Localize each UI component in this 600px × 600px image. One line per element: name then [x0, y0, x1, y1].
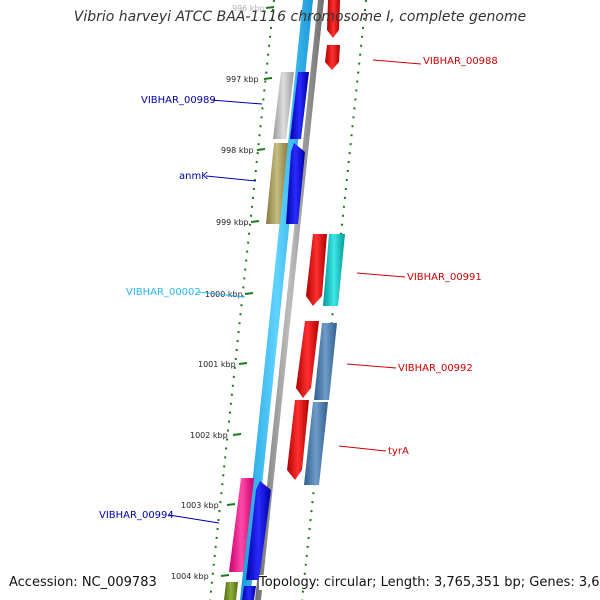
ruler-track-outer	[209, 0, 367, 600]
ruler-tick	[232, 433, 242, 436]
ruler-tick	[256, 148, 266, 151]
gene-leader-line	[205, 175, 257, 182]
gene-label[interactable]: VIBHAR_00992	[398, 363, 473, 374]
gene-label[interactable]: VIBHAR_00002	[126, 287, 201, 298]
genome-summary-text: Topology: circular; Length: 3,765,351 bp…	[259, 575, 600, 590]
ruler-label: 998 kbp	[221, 146, 254, 155]
gene-feature[interactable]	[325, 45, 340, 70]
ruler-tick	[220, 574, 230, 577]
gene-label[interactable]: anmK	[179, 171, 208, 182]
gene-feature[interactable]	[246, 481, 271, 580]
gene-leader-line	[168, 514, 220, 524]
ruler-label: 1004 kbp	[171, 572, 209, 581]
gene-label[interactable]: VIBHAR_00989	[141, 95, 216, 106]
ruler-label: 999 kbp	[216, 218, 249, 227]
gene-labels: VIBHAR_00989 anmK VIBHAR_00002 VIBHAR_00994…	[99, 56, 498, 524]
ruler-label: 996 kbp	[232, 4, 265, 13]
gene-leader-line	[197, 291, 246, 298]
gene-feature[interactable]	[229, 478, 254, 572]
gene-feature[interactable]	[224, 582, 238, 600]
gene-feature[interactable]	[287, 400, 309, 480]
gene-leader-line	[210, 99, 263, 105]
gene-feature[interactable]	[286, 143, 305, 224]
gene-label[interactable]: VIBHAR_00994	[99, 510, 174, 521]
gene-feature[interactable]	[266, 143, 288, 224]
gene-feature[interactable]	[304, 402, 328, 485]
gene-feature[interactable]	[290, 72, 309, 139]
gene-leader-line	[372, 59, 422, 65]
ruler-tick	[265, 6, 275, 9]
ruler-label: 1003 kbp	[181, 501, 219, 510]
ruler-tick	[244, 292, 254, 295]
ruler-label: 1002 kbp	[190, 431, 228, 440]
gene-feature[interactable]	[273, 72, 294, 139]
ruler-label: 997 kbp	[226, 75, 259, 84]
ruler-label: 1001 kbp	[198, 360, 236, 369]
gene-label[interactable]: tyrA	[388, 446, 409, 457]
gene-label[interactable]: VIBHAR_00988	[423, 56, 498, 67]
ruler-tick	[263, 77, 273, 80]
gene-feature[interactable]	[327, 0, 340, 38]
gene-label[interactable]: VIBHAR_00991	[407, 272, 482, 283]
ruler-tick	[250, 220, 260, 223]
gene-leader-line	[346, 363, 397, 369]
backbone-dark	[255, 0, 324, 600]
map-title: Vibrio harveyi ATCC BAA-1116 chromosome …	[73, 9, 527, 25]
accession-text: Accession: NC_009783	[9, 575, 157, 590]
ruler-tick	[226, 503, 236, 506]
gene-leader-line	[356, 272, 406, 278]
gene-feature[interactable]	[323, 234, 345, 306]
gene-feature[interactable]	[296, 321, 319, 398]
ruler-tick	[238, 362, 248, 365]
gene-leader-line	[338, 445, 387, 452]
gene-feature[interactable]	[306, 234, 327, 306]
gene-feature[interactable]	[242, 586, 256, 600]
gene-feature[interactable]	[314, 323, 337, 400]
